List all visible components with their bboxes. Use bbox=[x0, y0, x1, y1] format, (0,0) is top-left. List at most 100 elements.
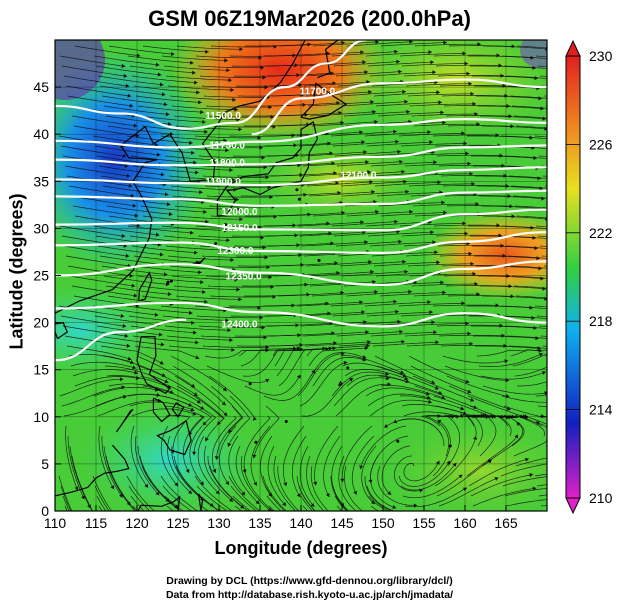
streamline bbox=[505, 245, 547, 249]
streamline bbox=[134, 345, 200, 359]
streamline-arrow bbox=[532, 486, 537, 491]
streamline-arrow bbox=[223, 412, 228, 416]
streamline bbox=[105, 285, 172, 295]
streamline bbox=[264, 222, 330, 227]
streamline bbox=[413, 293, 481, 297]
streamline bbox=[421, 414, 459, 427]
streamline-arrow bbox=[462, 51, 466, 56]
streamline bbox=[425, 415, 450, 457]
streamline-arrow bbox=[529, 473, 534, 478]
streamline bbox=[434, 435, 477, 487]
streamline-arrow bbox=[606, 101, 610, 105]
streamline-arrow bbox=[159, 360, 164, 365]
contour-line bbox=[55, 260, 547, 287]
streamline bbox=[351, 435, 375, 495]
streamline bbox=[333, 377, 390, 407]
streamline-arrow bbox=[608, 111, 612, 115]
contour-label: 11700.0 bbox=[300, 87, 336, 98]
streamline bbox=[205, 275, 272, 278]
streamline bbox=[342, 191, 409, 197]
streamline-arrow bbox=[238, 127, 242, 132]
streamline bbox=[512, 353, 547, 367]
streamline-arrow bbox=[536, 256, 540, 261]
island-dot bbox=[448, 444, 452, 448]
streamline bbox=[448, 385, 511, 410]
streamline-arrow bbox=[229, 168, 233, 173]
streamline-arrow bbox=[374, 289, 378, 294]
streamline-arrow bbox=[359, 465, 364, 470]
streamline bbox=[266, 322, 333, 327]
streamline-arrow bbox=[503, 343, 507, 348]
streamline bbox=[332, 141, 399, 147]
y-tick-label: 30 bbox=[33, 220, 49, 236]
streamline-arrow bbox=[405, 189, 409, 194]
streamline bbox=[142, 215, 209, 223]
streamline-arrow bbox=[437, 419, 442, 424]
streamline-arrow bbox=[202, 421, 207, 426]
streamline bbox=[197, 235, 264, 239]
streamline bbox=[432, 419, 451, 477]
streamline bbox=[94, 485, 110, 511]
contour-label: 12400.0 bbox=[221, 319, 258, 330]
streamline bbox=[508, 175, 547, 179]
streamline-arrow bbox=[384, 424, 389, 428]
streamline bbox=[433, 54, 500, 57]
streamline bbox=[504, 487, 547, 497]
streamline-arrow bbox=[596, 389, 600, 393]
streamline-arrow bbox=[507, 194, 511, 199]
streamline bbox=[173, 455, 214, 507]
streamline bbox=[439, 84, 507, 87]
streamline-arrow bbox=[558, 415, 562, 419]
streamline bbox=[270, 342, 337, 347]
streamline bbox=[551, 363, 612, 386]
streamline-arrow bbox=[190, 407, 195, 412]
streamline-arrow bbox=[402, 89, 406, 94]
streamline bbox=[263, 369, 316, 401]
streamline-arrow bbox=[393, 299, 397, 304]
streamline bbox=[141, 465, 181, 511]
streamline bbox=[278, 212, 345, 217]
streamline-arrow bbox=[293, 346, 297, 351]
streamline-arrow bbox=[349, 378, 354, 382]
streamline bbox=[333, 61, 400, 67]
streamline bbox=[299, 445, 315, 508]
streamline-arrow bbox=[604, 91, 608, 95]
streamline bbox=[219, 425, 237, 486]
streamline bbox=[250, 425, 271, 486]
credit-drawing: Drawing by DCL (https://www.gfd-dennou.o… bbox=[166, 575, 453, 587]
streamline-arrow bbox=[359, 130, 363, 135]
contour-line bbox=[55, 301, 547, 328]
streamline bbox=[139, 115, 206, 123]
streamline-arrow bbox=[322, 346, 326, 351]
streamline bbox=[445, 115, 513, 117]
streamline bbox=[67, 265, 134, 277]
streamline bbox=[511, 105, 547, 109]
streamline bbox=[161, 225, 228, 231]
streamline bbox=[471, 325, 537, 329]
streamline-arrow bbox=[253, 481, 257, 486]
streamline-arrow bbox=[401, 169, 405, 174]
streamline bbox=[365, 51, 432, 57]
y-tick-label: 35 bbox=[33, 173, 49, 189]
streamline bbox=[330, 475, 349, 511]
y-tick-label: 45 bbox=[33, 79, 49, 95]
streamline bbox=[62, 325, 129, 337]
streamline bbox=[309, 111, 376, 117]
streamline bbox=[475, 345, 541, 349]
streamline bbox=[482, 125, 547, 130]
streamline-arrow bbox=[443, 40, 447, 45]
streamline bbox=[199, 75, 266, 78]
streamline-arrow bbox=[387, 491, 392, 495]
streamline-arrow bbox=[154, 312, 159, 317]
streamline-arrow bbox=[192, 70, 196, 75]
streamline-arrow bbox=[474, 112, 478, 117]
streamline bbox=[551, 216, 617, 224]
streamline-arrow bbox=[196, 90, 200, 95]
streamline-arrow bbox=[407, 512, 411, 516]
streamline-arrow bbox=[225, 481, 230, 485]
colorbar-min-arrow bbox=[565, 497, 581, 515]
streamline bbox=[398, 460, 451, 487]
streamline bbox=[302, 331, 369, 337]
streamline-arrow bbox=[262, 75, 266, 80]
streamline-arrow bbox=[360, 220, 364, 225]
